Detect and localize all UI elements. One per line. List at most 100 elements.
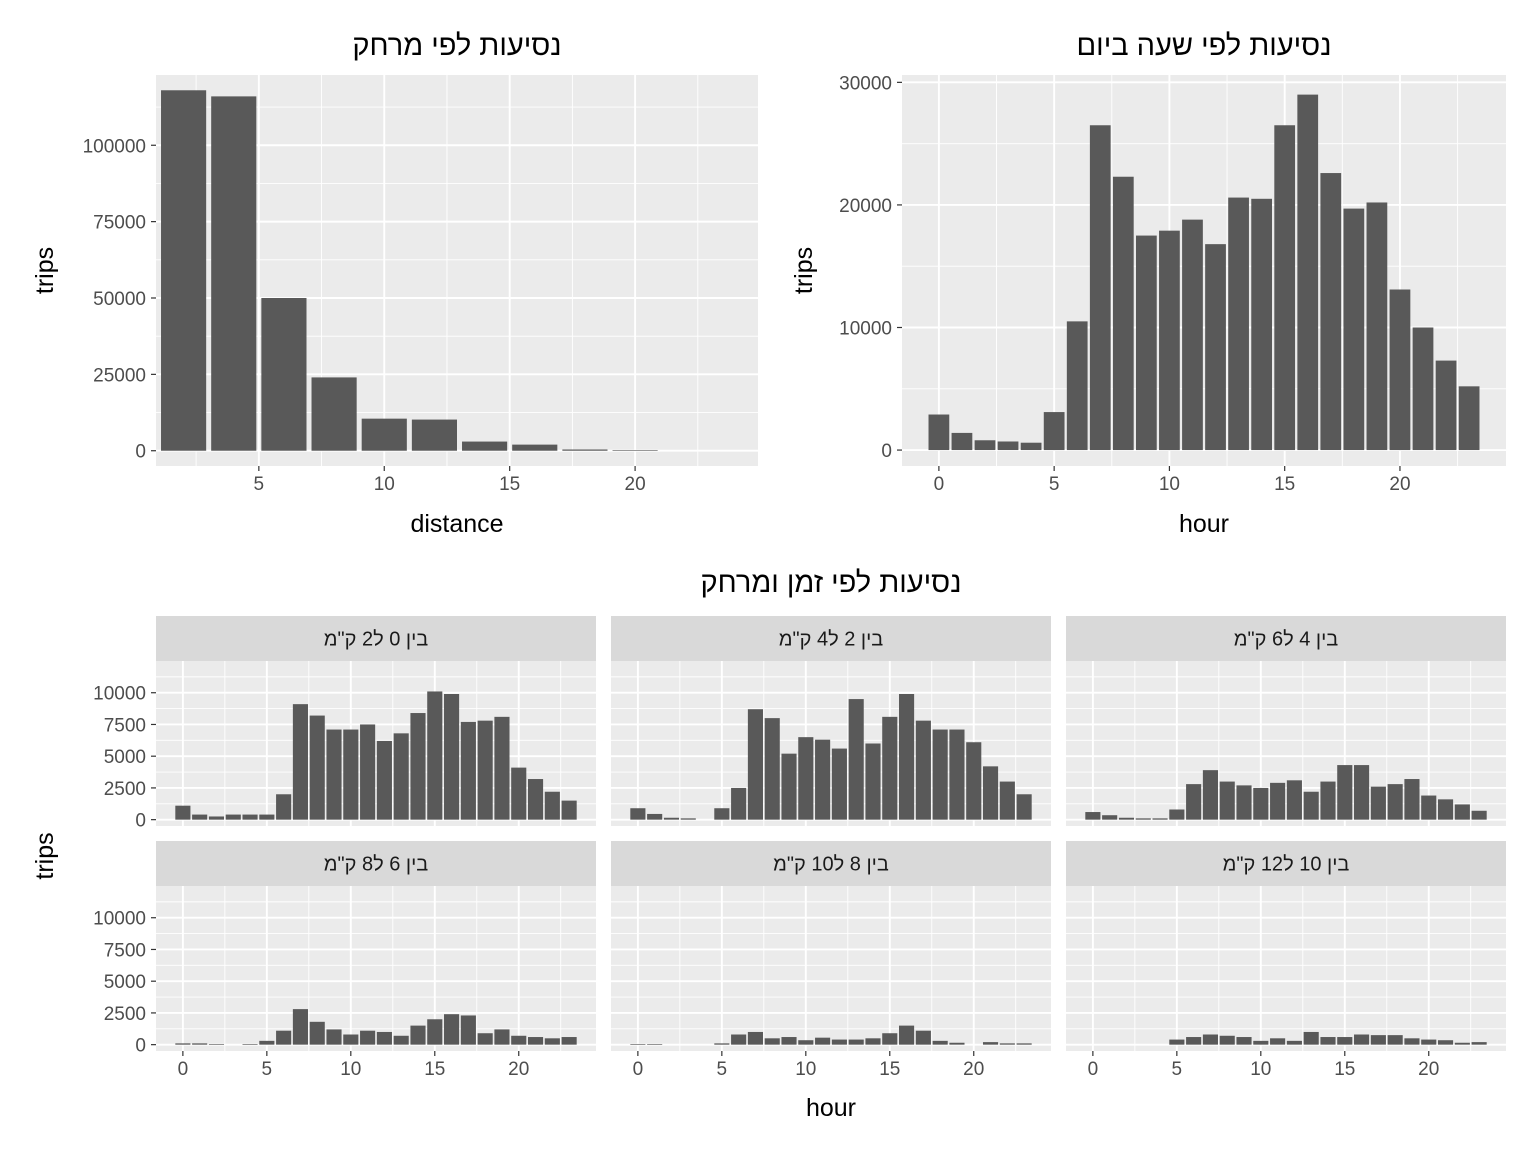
bar	[932, 729, 948, 820]
chart-title: נסיעות לפי שעה ביום	[1077, 30, 1332, 62]
bar	[460, 1015, 476, 1045]
bar	[1370, 1035, 1386, 1045]
bar	[1343, 208, 1365, 451]
bar	[815, 1037, 831, 1045]
y-tick-label: 2500	[104, 779, 146, 800]
chart-title: נסיעות לפי מרחק	[352, 30, 561, 62]
bar	[949, 1042, 965, 1045]
bar	[1370, 786, 1386, 820]
y-tick-label: 0	[135, 442, 146, 463]
bar	[798, 1040, 814, 1045]
bar	[208, 816, 225, 820]
y-axis-label: trips	[790, 247, 818, 294]
bar	[1066, 321, 1088, 451]
x-tick-label: 15	[424, 1059, 445, 1080]
bar	[1205, 244, 1226, 451]
facet-strip	[1066, 616, 1506, 661]
bar	[982, 766, 999, 820]
x-tick-label: 15	[499, 474, 520, 495]
bar	[208, 1044, 225, 1045]
bar	[444, 1014, 460, 1045]
x-tick-label: 5	[1049, 474, 1060, 495]
bar	[982, 1042, 999, 1045]
bar	[747, 709, 763, 820]
x-axis-label: hour	[1179, 510, 1229, 538]
bar	[276, 794, 292, 820]
bar	[630, 1044, 646, 1045]
bar	[1387, 784, 1403, 820]
bar	[360, 1030, 376, 1045]
bar	[1253, 1040, 1269, 1045]
bar	[376, 740, 392, 820]
bar	[511, 767, 527, 820]
plot-panel-background	[1066, 886, 1506, 1051]
bar	[663, 817, 680, 820]
bar	[175, 1043, 191, 1045]
bar	[1354, 765, 1370, 820]
bar	[411, 419, 457, 451]
x-axis-label: distance	[410, 510, 503, 538]
bar	[1251, 198, 1273, 451]
x-tick-label: 5	[717, 1059, 728, 1080]
bar	[966, 742, 982, 820]
y-tick-label: 10000	[93, 684, 146, 705]
x-tick-label: 15	[879, 1059, 900, 1080]
x-tick-label: 20	[625, 474, 646, 495]
facet-strip-label: בין 8 ל10 ק"מ	[773, 854, 889, 876]
y-tick-label: 0	[135, 811, 146, 832]
y-tick-label: 0	[881, 441, 892, 462]
bar	[915, 720, 931, 820]
y-tick-label: 10000	[839, 318, 892, 339]
bar	[865, 743, 881, 820]
bar	[1320, 1037, 1336, 1045]
bar	[309, 715, 325, 820]
x-tick-label: 0	[934, 474, 945, 495]
bar	[1236, 785, 1252, 820]
facet-strip-label: בין 2 ל4 ק"מ	[779, 629, 884, 651]
x-axis-label: hour	[806, 1094, 856, 1122]
bar	[361, 418, 407, 451]
bar	[261, 297, 307, 451]
y-axis-label: trips	[31, 247, 59, 294]
x-tick-label: 20	[1389, 474, 1410, 495]
x-tick-label: 5	[262, 1059, 273, 1080]
bar	[1421, 1039, 1437, 1045]
bar	[831, 748, 847, 820]
facet-strip-label: בין 4 ל6 ק"מ	[1234, 629, 1339, 651]
facet-strip-label: בין 10 ל12 ק"מ	[1223, 854, 1350, 876]
bar	[1471, 1042, 1487, 1045]
bar	[192, 1043, 208, 1045]
bar	[242, 814, 258, 820]
bar	[211, 96, 257, 451]
bar	[915, 1030, 931, 1045]
bar	[1016, 794, 1032, 820]
bar	[997, 441, 1019, 451]
bar	[882, 1033, 898, 1045]
bar	[1253, 787, 1269, 820]
bar	[1437, 799, 1454, 820]
x-tick-label: 20	[1418, 1059, 1439, 1080]
bar	[259, 1040, 275, 1045]
bar	[764, 1038, 780, 1045]
bar	[630, 808, 646, 820]
bar	[928, 414, 950, 451]
bar	[1118, 817, 1135, 820]
bar	[161, 90, 207, 451]
bar	[343, 1034, 359, 1045]
bar	[848, 1039, 864, 1045]
y-tick-label: 5000	[104, 972, 146, 993]
y-tick-label: 5000	[104, 747, 146, 768]
bar	[292, 704, 308, 820]
bar	[1435, 360, 1457, 451]
bar	[1182, 219, 1203, 451]
bar	[427, 691, 443, 820]
bar	[932, 1040, 948, 1045]
bar	[1421, 795, 1437, 820]
bar	[1270, 1038, 1286, 1045]
bar	[974, 440, 996, 451]
bar	[781, 753, 797, 820]
bar	[815, 739, 831, 820]
bar	[1412, 327, 1434, 451]
bar	[714, 1043, 730, 1045]
plot-panel-background	[611, 886, 1051, 1051]
